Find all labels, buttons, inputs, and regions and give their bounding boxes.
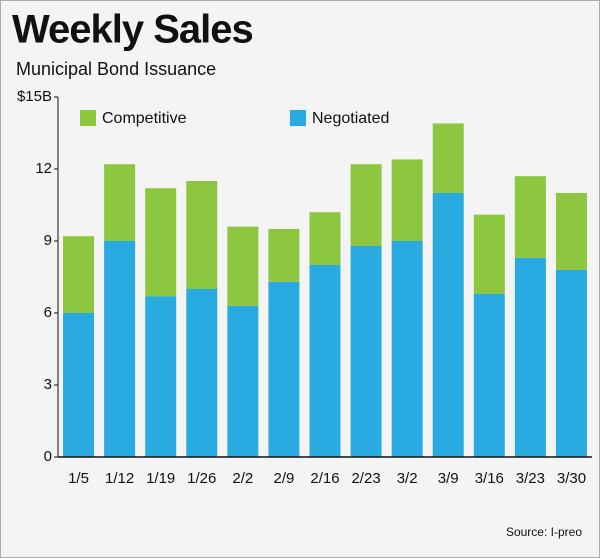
bar-segment <box>514 176 546 258</box>
x-tick-label: 2/16 <box>310 470 339 487</box>
bar-segment <box>473 293 505 457</box>
bar-segment <box>186 289 218 457</box>
bar-segment <box>145 188 177 297</box>
legend-swatch <box>80 110 96 126</box>
chart-title: Weekly Sales <box>12 8 253 52</box>
bar-segment <box>391 159 423 241</box>
legend-swatch <box>290 110 306 126</box>
y-tick-label: 12 <box>35 160 52 177</box>
x-tick-label: 3/16 <box>475 470 504 487</box>
legend-label: Negotiated <box>312 110 389 127</box>
bar-segment <box>227 226 259 306</box>
bar-segment <box>473 214 505 294</box>
legend-label: Competitive <box>102 110 187 127</box>
x-tick-label: 2/23 <box>351 470 380 487</box>
bar-segment <box>391 241 423 457</box>
bar-segment <box>432 193 464 457</box>
x-tick-label: 1/5 <box>68 470 89 487</box>
bar-segment <box>514 257 546 457</box>
x-tick-label: 3/30 <box>557 470 586 487</box>
bar-segment <box>268 229 300 282</box>
x-tick-label: 3/23 <box>516 470 545 487</box>
bar-segment <box>145 296 177 457</box>
x-tick-label: 3/2 <box>397 470 418 487</box>
bar-segment <box>268 281 300 457</box>
bar-segment <box>350 164 382 246</box>
y-tick-label: 9 <box>44 232 52 249</box>
x-tick-label: 1/12 <box>105 470 134 487</box>
chart-subtitle: Municipal Bond Issuance <box>16 59 216 79</box>
y-tick-label: 3 <box>44 376 52 393</box>
bar-segment <box>63 236 95 313</box>
bar-segment <box>309 265 341 457</box>
bar-segment <box>186 181 218 289</box>
bar-segment <box>309 212 341 265</box>
source: Source: I-preo <box>506 525 582 539</box>
bar-segment <box>350 245 382 457</box>
x-tick-label: 2/9 <box>273 470 294 487</box>
x-tick-label: 3/9 <box>438 470 459 487</box>
bar-segment <box>555 269 587 457</box>
x-tick-label: 1/19 <box>146 470 175 487</box>
bar-segment <box>104 241 136 457</box>
bar-segment <box>227 305 259 457</box>
x-tick-label: 2/2 <box>232 470 253 487</box>
bar-segment <box>555 193 587 270</box>
y-tick-label: 0 <box>44 448 52 465</box>
y-tick-label: 6 <box>44 304 52 321</box>
y-tick-label: $15B <box>17 88 52 105</box>
x-tick-label: 1/26 <box>187 470 216 487</box>
bar-segment <box>104 164 136 241</box>
bar-segment <box>63 313 95 457</box>
bar-segment <box>432 123 464 193</box>
